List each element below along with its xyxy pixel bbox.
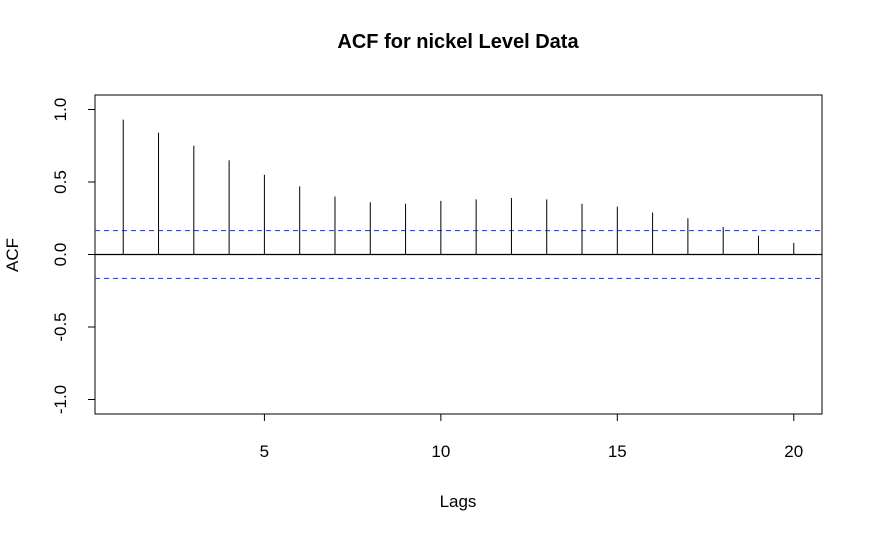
y-tick-label: -0.5 bbox=[51, 312, 70, 341]
chart-title: ACF for nickel Level Data bbox=[337, 31, 579, 53]
x-tick-label: 10 bbox=[431, 442, 450, 461]
y-tick-label: 0.0 bbox=[51, 243, 70, 267]
y-axis-label: ACF bbox=[3, 238, 22, 272]
y-tick-label: 1.0 bbox=[51, 98, 70, 122]
chart-marks: 5 10 15 20 -1.0 -0.5 0.0 0.5 1.0 bbox=[51, 98, 822, 461]
x-tick-label: 5 bbox=[260, 442, 269, 461]
x-tick-label: 20 bbox=[784, 442, 803, 461]
y-tick-label: 0.5 bbox=[51, 170, 70, 194]
x-axis-label: Lags bbox=[440, 492, 477, 511]
x-tick-label: 15 bbox=[608, 442, 627, 461]
y-tick-label: -1.0 bbox=[51, 385, 70, 414]
